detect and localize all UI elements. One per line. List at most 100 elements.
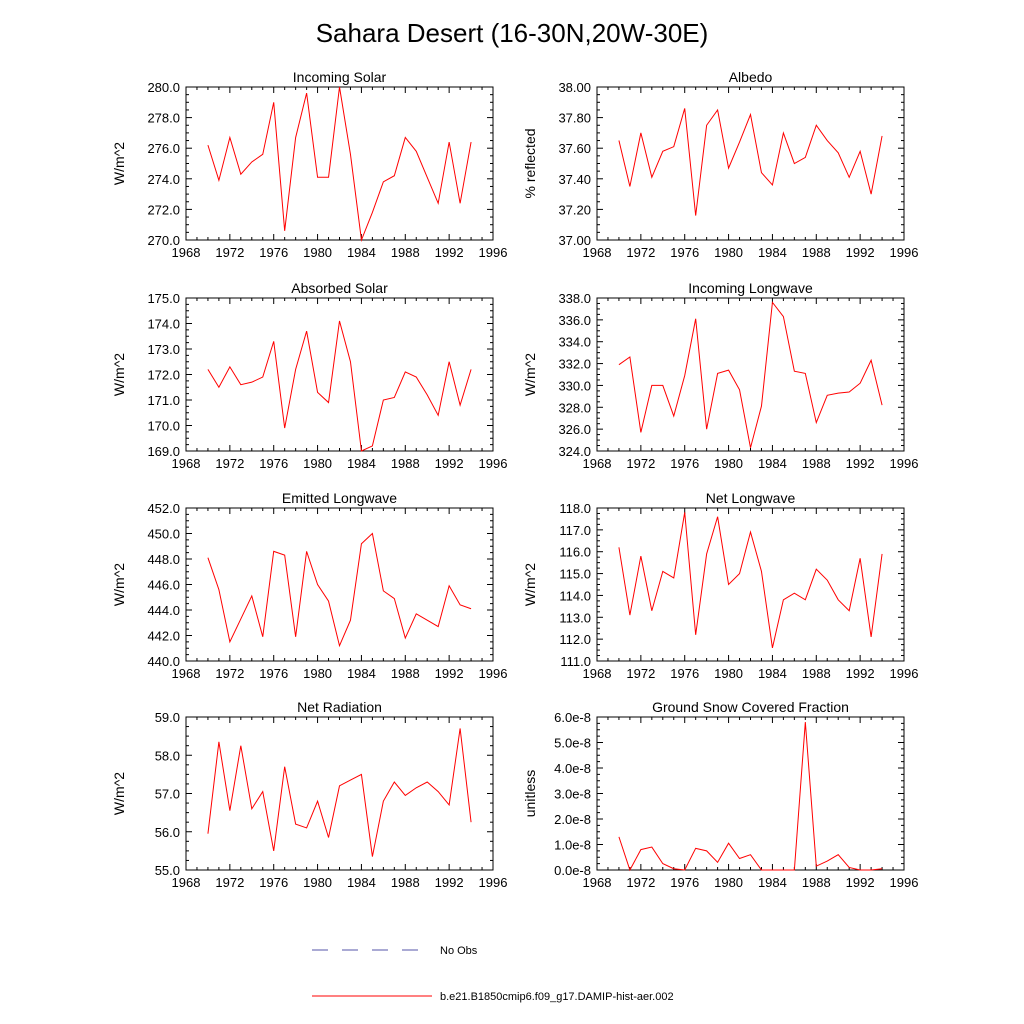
x-tick-label: 1984 bbox=[758, 875, 787, 890]
y-tick-label: 0.0e-8 bbox=[554, 863, 591, 878]
panel-net-longwave: Net Longwave W/m^2 1968 1972 1976 1980 1984 198… bbox=[522, 490, 918, 681]
y-axis-label: % reflected bbox=[522, 128, 538, 198]
figure-title: Sahara Desert (16-30N,20W-30E) bbox=[316, 18, 709, 48]
y-tick-label: 440.0 bbox=[147, 654, 180, 669]
y-tick-label: 169.0 bbox=[147, 444, 180, 459]
x-tick-label: 1984 bbox=[347, 666, 376, 681]
y-tick-label: 444.0 bbox=[147, 603, 180, 618]
x-tick-label: 1992 bbox=[435, 245, 464, 260]
panels: Incoming Solar W/m^2 1968 1972 1976 1980 1984 1… bbox=[111, 69, 918, 890]
y-tick-label: 37.20 bbox=[558, 202, 591, 217]
series-line bbox=[618, 722, 883, 872]
panel-title: Absorbed Solar bbox=[291, 280, 388, 296]
y-tick-label: 170.0 bbox=[147, 419, 180, 434]
panel-title: Emitted Longwave bbox=[282, 490, 397, 506]
x-tick-label: 1980 bbox=[303, 245, 332, 260]
y-tick-label: 117.0 bbox=[559, 523, 591, 538]
x-tick-label: 1992 bbox=[435, 875, 464, 890]
x-tick-label: 1996 bbox=[479, 245, 508, 260]
y-tick-label: 4.0e-8 bbox=[554, 761, 591, 776]
y-axis-label: W/m^2 bbox=[111, 353, 127, 396]
y-tick-label: 5.0e-8 bbox=[554, 736, 591, 751]
legend-label-obs: No Obs bbox=[440, 945, 478, 957]
x-tick-label: 1980 bbox=[714, 875, 743, 890]
y-tick-label: 338.0 bbox=[558, 291, 591, 306]
series-line bbox=[207, 728, 472, 857]
panel-title: Incoming Longwave bbox=[688, 280, 813, 296]
x-tick-label: 1984 bbox=[758, 456, 787, 471]
y-tick-label: 328.0 bbox=[558, 400, 591, 415]
plot-frame bbox=[596, 297, 905, 452]
y-tick-label: 175.0 bbox=[147, 291, 180, 306]
x-tick-label: 1996 bbox=[890, 456, 919, 471]
x-tick-label: 1984 bbox=[758, 245, 787, 260]
x-tick-label: 1968 bbox=[172, 875, 201, 890]
y-tick-label: 326.0 bbox=[558, 422, 591, 437]
x-tick-label: 1972 bbox=[626, 875, 655, 890]
y-tick-label: 116.0 bbox=[559, 545, 591, 560]
y-tick-label: 37.80 bbox=[558, 111, 591, 126]
y-tick-label: 56.0 bbox=[155, 825, 180, 840]
y-tick-label: 171.0 bbox=[147, 393, 180, 408]
x-tick-label: 1988 bbox=[391, 456, 420, 471]
y-tick-label: 3.0e-8 bbox=[554, 787, 591, 802]
x-tick-label: 1996 bbox=[890, 875, 919, 890]
x-tick-label: 1976 bbox=[670, 875, 699, 890]
legend: No Obs b.e21.B1850cmip6.f09_g17.DAMIP-hi… bbox=[312, 945, 674, 1003]
y-tick-label: 114.0 bbox=[559, 588, 591, 603]
x-tick-label: 1980 bbox=[303, 456, 332, 471]
panel-title: Net Longwave bbox=[706, 490, 796, 506]
y-tick-label: 58.0 bbox=[155, 748, 180, 763]
y-tick-label: 332.0 bbox=[558, 357, 591, 372]
y-tick-label: 274.0 bbox=[147, 172, 180, 187]
x-tick-label: 1968 bbox=[583, 245, 612, 260]
y-tick-label: 55.0 bbox=[155, 863, 180, 878]
y-tick-label: 37.40 bbox=[558, 172, 591, 187]
plot-frame bbox=[596, 86, 905, 241]
y-axis-label: W/m^2 bbox=[111, 142, 127, 185]
legend-label-model: b.e21.B1850cmip6.f09_g17.DAMIP-hist-aer.… bbox=[440, 991, 674, 1003]
y-axis-label: W/m^2 bbox=[522, 563, 538, 606]
y-tick-label: 37.00 bbox=[558, 233, 591, 248]
plot-frame bbox=[185, 716, 494, 871]
y-tick-label: 115.0 bbox=[559, 567, 591, 582]
x-tick-label: 1980 bbox=[303, 875, 332, 890]
panel-absorbed-solar: Absorbed Solar W/m^2 1968 1972 1976 1980 1984 1… bbox=[111, 280, 507, 471]
x-tick-label: 1992 bbox=[435, 666, 464, 681]
x-tick-label: 1976 bbox=[259, 666, 288, 681]
x-tick-label: 1968 bbox=[172, 456, 201, 471]
x-tick-label: 1992 bbox=[846, 666, 875, 681]
panel-emitted-longwave: Emitted Longwave W/m^2 1968 1972 1976 1980 198… bbox=[111, 490, 507, 681]
x-tick-label: 1968 bbox=[172, 245, 201, 260]
y-tick-label: 272.0 bbox=[147, 202, 180, 217]
y-tick-label: 173.0 bbox=[147, 342, 180, 357]
x-tick-label: 1988 bbox=[391, 666, 420, 681]
x-tick-label: 1992 bbox=[435, 456, 464, 471]
y-tick-label: 448.0 bbox=[147, 552, 180, 567]
y-axis-label: W/m^2 bbox=[111, 563, 127, 606]
x-tick-label: 1968 bbox=[583, 666, 612, 681]
series-line bbox=[207, 320, 472, 452]
x-tick-label: 1984 bbox=[347, 245, 376, 260]
x-tick-label: 1988 bbox=[802, 245, 831, 260]
y-tick-label: 174.0 bbox=[147, 317, 180, 332]
legend-item-obs: No Obs bbox=[312, 945, 478, 957]
x-tick-label: 1988 bbox=[391, 245, 420, 260]
panel-title: Net Radiation bbox=[297, 699, 382, 715]
y-tick-label: 442.0 bbox=[147, 629, 180, 644]
plot-frame bbox=[185, 86, 494, 241]
x-tick-label: 1976 bbox=[670, 245, 699, 260]
x-tick-label: 1968 bbox=[172, 666, 201, 681]
x-tick-label: 1972 bbox=[215, 666, 244, 681]
series-line bbox=[618, 512, 883, 649]
x-tick-label: 1992 bbox=[846, 875, 875, 890]
x-tick-label: 1972 bbox=[626, 245, 655, 260]
x-tick-label: 1968 bbox=[583, 875, 612, 890]
series-line bbox=[207, 86, 472, 242]
x-tick-label: 1976 bbox=[259, 456, 288, 471]
y-tick-label: 172.0 bbox=[147, 368, 180, 383]
series-line bbox=[618, 108, 883, 216]
x-tick-label: 1972 bbox=[215, 875, 244, 890]
panel-title: Incoming Solar bbox=[293, 69, 387, 85]
x-tick-label: 1980 bbox=[714, 456, 743, 471]
